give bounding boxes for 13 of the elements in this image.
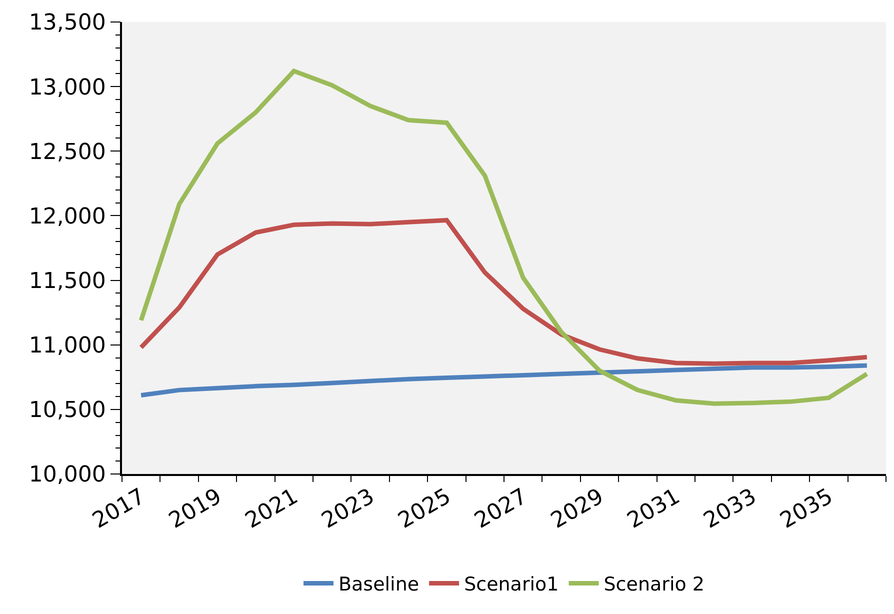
y-tick-label: 12,000 [28, 204, 106, 230]
y-tick-label: 10,500 [28, 398, 106, 424]
legend-label: Baseline [338, 574, 420, 596]
line-series [138, 68, 870, 406]
y-tick-label: 13,500 [28, 10, 106, 36]
y-tick-label: 11,500 [28, 268, 106, 294]
y-tick-label: 10,000 [28, 462, 106, 488]
y-tick-label: 11,000 [28, 334, 106, 359]
legend-label: Scenario1 [464, 574, 559, 596]
legend-label: Scenario 2 [604, 574, 704, 596]
y-tick-label: 13,000 [28, 75, 106, 100]
y-tick-label: 12,500 [28, 140, 106, 165]
line-series [138, 218, 870, 366]
